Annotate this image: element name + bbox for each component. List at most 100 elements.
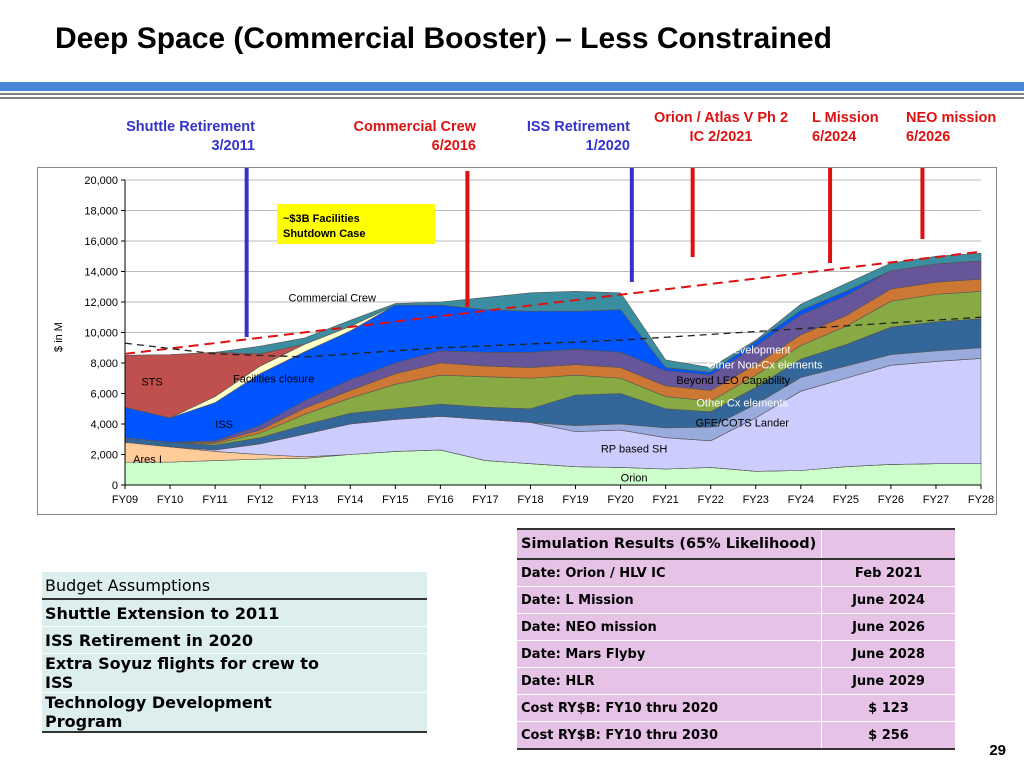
table-empty-cell <box>335 626 427 654</box>
milestone-date: 3/2011 <box>211 138 255 154</box>
y-tick-label: 18,000 <box>84 206 118 218</box>
x-tick-label: FY24 <box>788 494 814 506</box>
x-tick-label: FY11 <box>202 494 227 506</box>
milestone-label: Shuttle Retirement <box>126 119 255 135</box>
series-labels: Orion Ares I RP based SH GFE/COTS Lander ISS… <box>133 292 823 484</box>
x-tick-label: FY22 <box>698 494 724 506</box>
y-tick-label: 16,000 <box>84 236 118 248</box>
table-empty-cell <box>335 599 427 627</box>
series-label-gfe-cots-lander: GFE/COTS Lander <box>695 417 789 429</box>
table-cell-value: June 2029 <box>821 667 955 695</box>
series-label-sts: STS <box>141 376 162 388</box>
trend-lines <box>124 250 982 358</box>
table-row: Technology Development Program <box>42 692 427 733</box>
table-row: Cost RY$B: FY10 thru 2030 $ 256 <box>517 721 955 750</box>
black-dashed-trend-line <box>124 316 982 358</box>
series-label-ares-i: Ares I <box>133 454 162 466</box>
table-cell-label: Date: NEO mission <box>517 613 822 641</box>
table-cell-value: Feb 2021 <box>821 559 955 587</box>
stacked-areas <box>124 252 982 486</box>
table-header-row: Budget Assumptions <box>42 572 427 600</box>
table-row: Date: Orion / HLV IC Feb 2021 <box>517 559 955 587</box>
table-empty-cell <box>821 528 955 560</box>
milestone-label: Orion / Atlas V Ph 2 <box>653 110 789 126</box>
table-row: ISS Retirement in 2020 <box>42 626 427 654</box>
series-label-commercial-crew: Commercial Crew <box>289 292 376 304</box>
table-empty-cell <box>335 572 427 600</box>
table-cell: Technology Development Program <box>42 692 335 733</box>
milestone-l-mission: L Mission 6/2024 <box>812 109 902 147</box>
series-label-rp-based-sh: RP based SH <box>601 443 668 455</box>
milestone-date: IC 2/2021 <box>689 129 753 145</box>
x-tick-label: FY10 <box>157 494 183 506</box>
title-rule <box>0 82 1024 99</box>
y-tick-label: 4,000 <box>90 419 118 431</box>
y-axis-label: $ in M <box>53 322 65 352</box>
table-row: Date: NEO mission June 2026 <box>517 613 955 641</box>
callout-box <box>277 204 435 244</box>
simulation-results-table: Simulation Results (65% Likelihood) Date… <box>517 528 955 750</box>
y-tick-label: 10,000 <box>84 328 118 340</box>
table-cell-value: $ 256 <box>821 721 955 750</box>
x-tick-label: FY23 <box>743 494 769 506</box>
table-row: Date: L Mission June 2024 <box>517 586 955 614</box>
y-tick-label: 6,000 <box>90 389 118 401</box>
table-row: Shuttle Extension to 2011 <box>42 599 427 627</box>
x-tick-label: FY20 <box>607 494 633 506</box>
table-empty-cell <box>335 692 427 733</box>
milestone-label: NEO mission <box>906 110 997 126</box>
page-number: 29 <box>989 742 1006 759</box>
table-row: Extra Soyuz flights for crew to ISS <box>42 653 427 693</box>
series-label-facilities-closure: Facilities closure <box>233 373 314 385</box>
x-tick-label: FY09 <box>112 494 138 506</box>
table-cell-value: $ 123 <box>821 694 955 722</box>
milestone-date: 6/2016 <box>431 138 476 154</box>
milestone-orion-atlas: Orion / Atlas V Ph 2 IC 2/2021 <box>638 109 804 147</box>
callout-line2: Shutdown Case <box>283 228 366 240</box>
table-cell: Extra Soyuz flights for crew to ISS <box>42 653 335 693</box>
series-label-other-cx-elements: Other Cx elements <box>696 398 788 410</box>
x-tick-label: FY28 <box>968 494 994 506</box>
table-cell: ISS Retirement in 2020 <box>42 626 335 654</box>
x-tick-label: FY16 <box>427 494 453 506</box>
x-tick-label: FY18 <box>517 494 543 506</box>
budget-assumptions-table: Budget Assumptions Shuttle Extension to … <box>42 572 427 733</box>
x-tick-label: FY17 <box>472 494 498 506</box>
y-tick-label: 20,000 <box>84 175 118 187</box>
milestone-iss-retirement: ISS Retirement 1/2020 <box>480 118 630 156</box>
table-empty-cell <box>335 653 427 693</box>
x-tick-label: FY12 <box>247 494 273 506</box>
table-cell-label: Date: Mars Flyby <box>517 640 822 668</box>
x-tick-label: FY15 <box>382 494 408 506</box>
table-cell: Shuttle Extension to 2011 <box>42 599 335 627</box>
table-header-row: Simulation Results (65% Likelihood) <box>517 528 955 560</box>
y-tick-label: 8,000 <box>90 358 118 370</box>
table-cell-label: Date: Orion / HLV IC <box>517 559 822 587</box>
milestone-neo-mission: NEO mission 6/2026 <box>906 109 1021 147</box>
series-label-technology-development: Technology Development <box>667 344 791 356</box>
table-header-cell: Simulation Results (65% Likelihood) <box>517 528 822 560</box>
milestone-label: L Mission <box>812 110 879 126</box>
table-row: Date: HLR June 2029 <box>517 667 955 695</box>
y-tick-label: 2,000 <box>90 450 118 462</box>
x-tick-label: FY26 <box>878 494 904 506</box>
x-tick-label: FY19 <box>562 494 588 506</box>
milestone-commercial-crew: Commercial Crew 6/2016 <box>316 118 477 156</box>
y-tick-label: 0 <box>112 480 118 492</box>
table-cell-label: Date: HLR <box>517 667 822 695</box>
series-label-beyond-leo-capability: Beyond LEO Capability <box>676 375 790 387</box>
series-label-orion: Orion <box>621 472 648 484</box>
x-tick-label: FY14 <box>337 494 363 506</box>
series-label-other-non-cx-elements: Other Non-Cx elements <box>707 360 823 372</box>
milestone-label: ISS Retirement <box>526 119 630 135</box>
table-cell-label: Cost RY$B: FY10 thru 2030 <box>517 721 822 750</box>
milestone-label: Commercial Crew <box>353 119 477 135</box>
slide-title: Deep Space (Commercial Booster) – Less C… <box>55 22 832 55</box>
axes: 0 2,000 4,000 6,000 8,000 10,000 12,000 14,000 1… <box>84 175 994 506</box>
x-tick-label: FY25 <box>833 494 859 506</box>
table-cell-label: Date: L Mission <box>517 586 822 614</box>
series-label-iss: ISS <box>215 419 233 431</box>
milestone-date: 6/2026 <box>906 129 951 145</box>
table-cell-value: June 2028 <box>821 640 955 668</box>
area-commercial-crew <box>124 252 982 373</box>
